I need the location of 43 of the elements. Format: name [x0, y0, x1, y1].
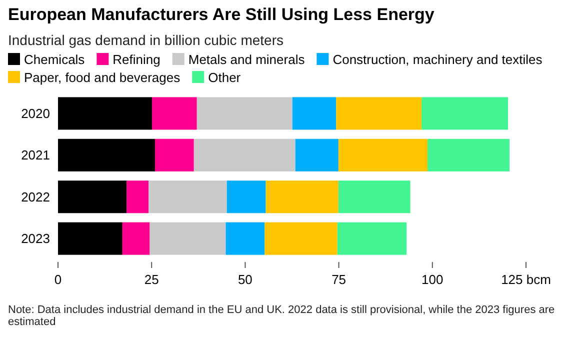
bar: [194, 138, 296, 172]
x-tick-label: 100: [422, 272, 444, 287]
bar: [58, 138, 155, 172]
bar: [337, 222, 407, 255]
legend-label: Metals and minerals: [188, 52, 306, 67]
bar: [126, 180, 149, 214]
x-tick-label: 25: [144, 272, 159, 287]
bar: [266, 180, 338, 214]
chart-title: European Manufacturers Are Still Using Less Energy: [8, 5, 435, 24]
bar: [226, 180, 266, 214]
x-tick-label: 125 bcm: [501, 272, 551, 287]
y-tick-label: 2022: [21, 189, 50, 204]
bar: [428, 138, 510, 172]
y-tick-label: 2023: [21, 231, 50, 246]
legend-label: Chemicals: [24, 52, 86, 67]
legend-label: Refining: [112, 52, 160, 67]
bar: [264, 222, 338, 255]
bar: [58, 97, 152, 130]
legend-label: Other: [208, 70, 242, 85]
bar: [154, 138, 194, 172]
legend-label: Paper, food and beverages: [24, 70, 181, 85]
y-tick-label: 2021: [21, 148, 50, 163]
chart-subtitle: Industrial gas demand in billion cubic meters: [8, 32, 284, 48]
bar: [292, 97, 336, 130]
legend-label: Construction, machinery and textiles: [332, 52, 543, 67]
bar: [148, 180, 227, 214]
x-tick-label: 75: [332, 272, 346, 287]
bar: [338, 180, 410, 214]
text: Note: Data includes industrial demand in the EU and UK. 2022 data is still provisional, while the 2023 figures are estimated: [8, 304, 555, 328]
bar: [152, 97, 197, 130]
x-tick-label: 0: [54, 272, 62, 287]
y-tick-label: 2020: [21, 106, 50, 121]
bar: [338, 138, 428, 172]
bar: [422, 97, 508, 130]
bar: [150, 222, 226, 255]
bar: [58, 180, 127, 214]
bar: [58, 222, 122, 255]
bar: [295, 138, 338, 172]
bar: [122, 222, 150, 255]
bar: [226, 222, 265, 255]
x-tick-label: 50: [238, 272, 252, 287]
bar: [196, 97, 292, 130]
bar: [336, 97, 422, 130]
